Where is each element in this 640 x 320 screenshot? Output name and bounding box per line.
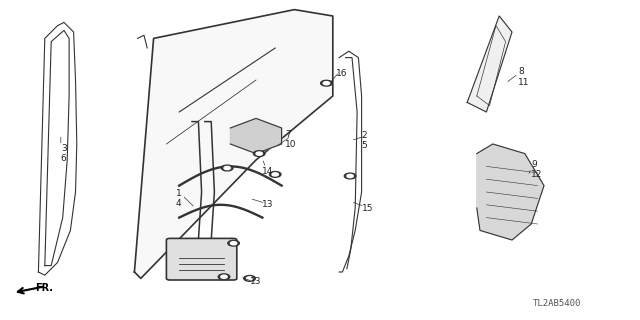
- Text: 7
10: 7 10: [285, 130, 296, 149]
- Text: 1
4: 1 4: [176, 189, 182, 208]
- Circle shape: [244, 276, 255, 281]
- Text: 14: 14: [262, 167, 274, 176]
- Circle shape: [272, 173, 278, 176]
- Circle shape: [344, 173, 356, 179]
- Circle shape: [347, 174, 353, 178]
- Text: 8
11: 8 11: [518, 67, 530, 86]
- Text: 13: 13: [262, 200, 274, 209]
- Circle shape: [221, 275, 227, 278]
- Polygon shape: [477, 144, 544, 240]
- Circle shape: [323, 82, 330, 85]
- Text: 15: 15: [362, 204, 373, 212]
- Circle shape: [256, 152, 262, 155]
- Circle shape: [321, 80, 332, 86]
- Polygon shape: [134, 10, 333, 278]
- Circle shape: [269, 172, 281, 177]
- Circle shape: [246, 277, 253, 280]
- Text: FR.: FR.: [35, 283, 53, 293]
- Text: 9
12: 9 12: [531, 160, 543, 179]
- Circle shape: [218, 274, 230, 280]
- Circle shape: [230, 242, 237, 245]
- Circle shape: [221, 165, 233, 171]
- Circle shape: [253, 151, 265, 156]
- Text: 16: 16: [336, 69, 348, 78]
- Text: 3
6: 3 6: [61, 144, 67, 163]
- Polygon shape: [467, 16, 512, 112]
- Circle shape: [228, 240, 239, 246]
- Polygon shape: [230, 118, 282, 154]
- Text: 13: 13: [250, 277, 261, 286]
- Text: 2
5: 2 5: [362, 131, 367, 150]
- Circle shape: [224, 166, 230, 170]
- FancyBboxPatch shape: [166, 238, 237, 280]
- Text: TL2AB5400: TL2AB5400: [532, 300, 581, 308]
